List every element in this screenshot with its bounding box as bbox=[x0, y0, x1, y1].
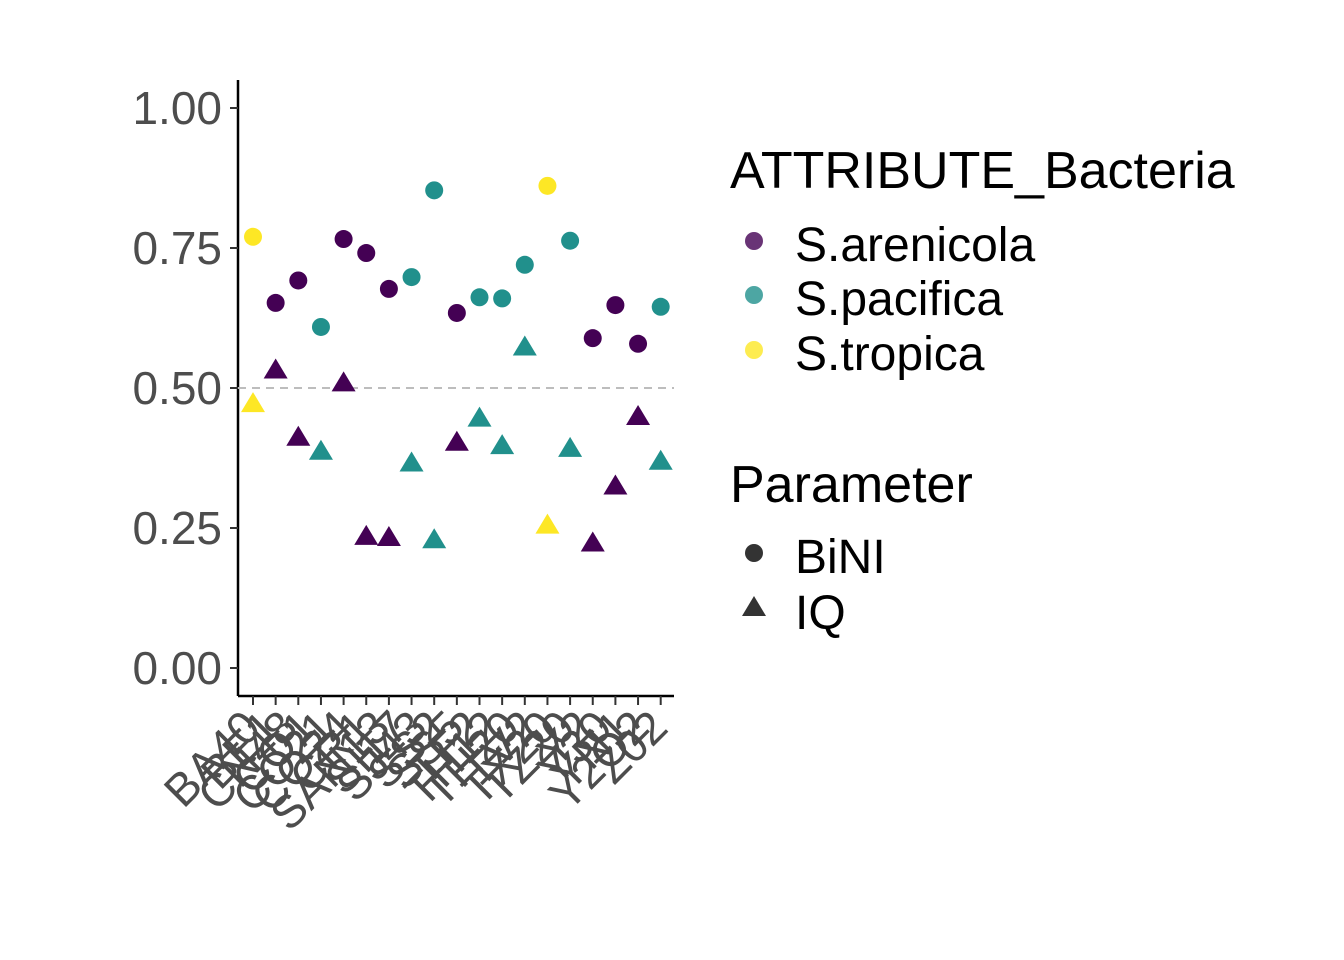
point-iq bbox=[490, 434, 515, 455]
point-iq bbox=[376, 525, 401, 546]
point-iq bbox=[467, 406, 492, 427]
color-legend-label: S.pacifica bbox=[795, 273, 1003, 326]
point-bini bbox=[425, 181, 444, 200]
legend-swatch-triangle bbox=[742, 596, 766, 616]
point-iq bbox=[626, 405, 651, 425]
point-iq bbox=[286, 425, 311, 446]
point-bini bbox=[561, 231, 580, 250]
axes: 0.00 0.25 0.50 0.75 1.00 BA40BE1CN48CO1CO21C… bbox=[132, 80, 677, 840]
point-iq bbox=[444, 430, 469, 451]
point-iq bbox=[241, 392, 265, 413]
point-iq bbox=[422, 528, 447, 549]
y-tick-label: 0.75 bbox=[132, 222, 222, 274]
color-legend-title: ATTRIBUTE_Bacteria bbox=[730, 142, 1235, 200]
point-bini bbox=[289, 271, 308, 290]
point-bini bbox=[493, 289, 512, 308]
legend-swatch-circle bbox=[745, 341, 763, 359]
point-bini bbox=[651, 297, 670, 316]
point-iq bbox=[512, 335, 537, 356]
color-legend-item: S.arenicola bbox=[745, 219, 1035, 272]
y-ticks: 0.00 0.25 0.50 0.75 1.00 bbox=[132, 82, 238, 694]
point-iq bbox=[331, 371, 356, 392]
point-iq bbox=[558, 436, 583, 457]
x-ticks: BA40BE1CN48CO1CO21CO24CR1SAN13SI17SJ43SS… bbox=[154, 696, 677, 840]
point-bini bbox=[538, 176, 557, 195]
point-bini bbox=[583, 329, 602, 348]
point-iq bbox=[354, 524, 379, 545]
point-iq bbox=[580, 531, 605, 552]
color-legend-item: S.tropica bbox=[745, 328, 985, 381]
legend-swatch-circle bbox=[745, 232, 763, 250]
data-points bbox=[241, 176, 673, 552]
point-bini bbox=[402, 268, 421, 287]
point-bini bbox=[244, 227, 262, 246]
point-bini bbox=[379, 279, 398, 298]
shape-legend-item: IQ bbox=[742, 587, 846, 640]
color-legend-label: S.tropica bbox=[795, 328, 985, 381]
shape-legend-item: BiNI bbox=[745, 531, 886, 584]
y-tick-label: 0.00 bbox=[132, 642, 222, 694]
shape-legend-label: BiNI bbox=[795, 531, 886, 584]
color-legend-label: S.arenicola bbox=[795, 219, 1035, 272]
point-iq bbox=[308, 439, 333, 460]
point-bini bbox=[447, 303, 466, 322]
point-bini bbox=[470, 288, 489, 307]
point-iq bbox=[535, 513, 560, 534]
point-iq bbox=[603, 474, 628, 495]
point-iq bbox=[263, 358, 288, 379]
y-tick-label: 1.00 bbox=[132, 82, 222, 134]
legend-swatch-circle bbox=[745, 286, 763, 304]
point-bini bbox=[629, 334, 648, 353]
point-bini bbox=[357, 244, 376, 263]
legend: ATTRIBUTE_Bacteria S.arenicola S.pacific… bbox=[730, 142, 1235, 640]
y-tick-label: 0.25 bbox=[132, 502, 222, 554]
point-iq bbox=[399, 451, 424, 472]
color-legend-item: S.pacifica bbox=[745, 273, 1003, 326]
y-tick-label: 0.50 bbox=[132, 362, 222, 414]
legend-swatch-circle bbox=[745, 544, 763, 562]
shape-legend-label: IQ bbox=[795, 587, 846, 640]
point-bini bbox=[311, 317, 330, 336]
point-bini bbox=[266, 293, 285, 312]
shape-legend-title: Parameter bbox=[730, 456, 973, 514]
point-iq bbox=[648, 449, 673, 470]
point-bini bbox=[606, 296, 625, 315]
point-bini bbox=[334, 230, 353, 249]
point-bini bbox=[515, 255, 534, 274]
